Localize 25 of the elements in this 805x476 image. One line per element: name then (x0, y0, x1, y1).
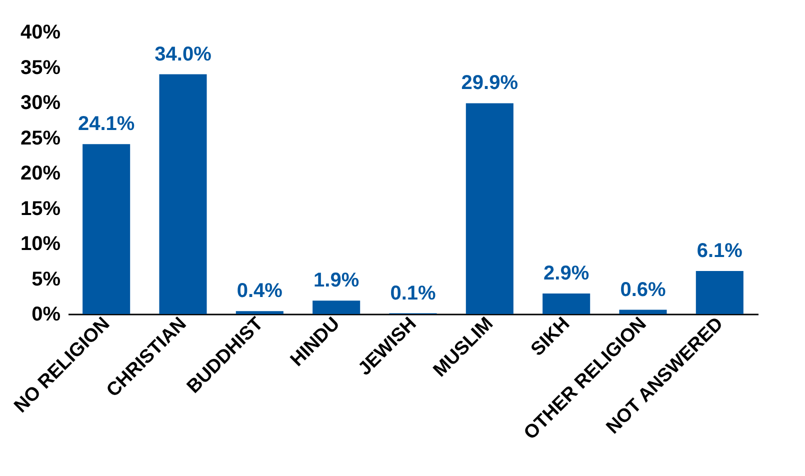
bar (619, 310, 667, 314)
y-tick-label: 5% (32, 268, 61, 290)
y-tick-label: 35% (20, 56, 61, 79)
data-label: 6.1% (696, 240, 743, 262)
data-label: 2.9% (544, 262, 590, 285)
data-label: 1.9% (314, 270, 360, 292)
bar (312, 300, 360, 314)
bar (466, 103, 514, 314)
y-tick-label: 15% (20, 198, 61, 220)
bar (82, 144, 130, 314)
data-label: 0.4% (236, 280, 283, 302)
data-label: 0.1% (390, 282, 436, 304)
y-tick-label: 30% (20, 92, 61, 114)
bar (542, 294, 590, 314)
y-tick-label: 40% (20, 22, 61, 44)
data-label: 34.0% (154, 43, 212, 66)
data-label: 24.1% (78, 113, 135, 136)
data-label: 29.9% (461, 72, 518, 94)
y-tick-label: 10% (20, 233, 61, 255)
y-tick-label: 20% (20, 162, 61, 184)
y-tick-label: 25% (20, 127, 61, 150)
data-label: 0.6% (620, 278, 666, 301)
bar (696, 270, 744, 314)
bar (159, 74, 207, 314)
bar (236, 311, 284, 314)
